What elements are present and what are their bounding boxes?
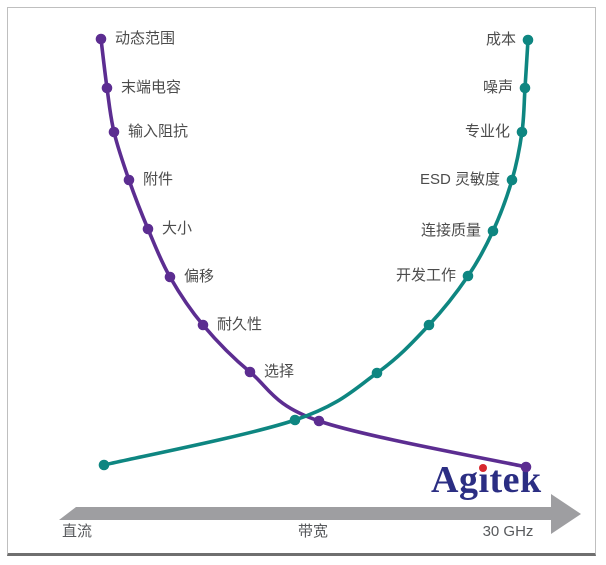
x-axis-tick-bandwidth: 带宽 [297,523,329,540]
logo-i-dot [479,464,488,472]
x-axis-tick-dc: 直流 [62,523,93,540]
brand-logo: Agı tek [431,459,542,501]
x-axis-tick-30ghz: 30 GHz [482,523,534,540]
logo-letter-i: ı [478,459,490,501]
